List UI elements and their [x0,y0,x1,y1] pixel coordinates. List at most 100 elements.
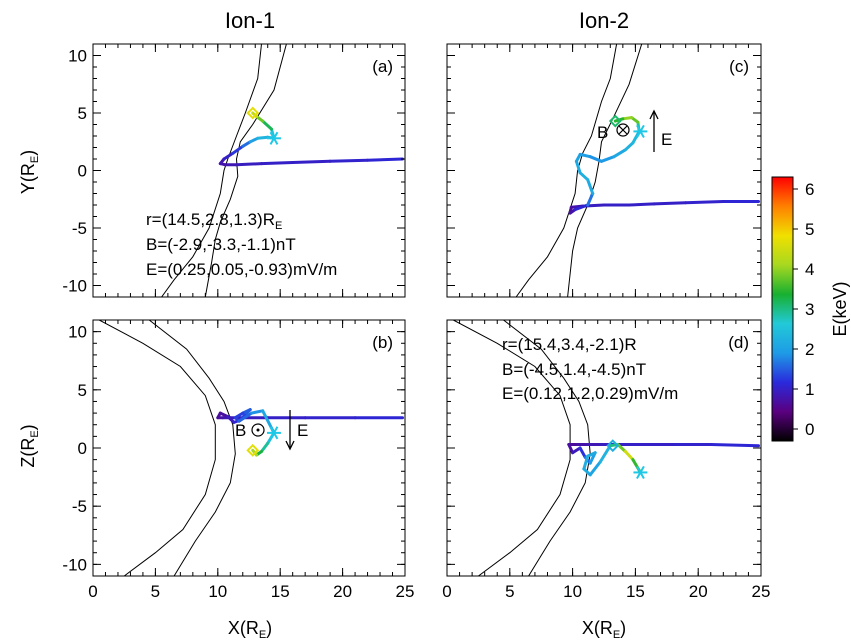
e-field-label-c: E [661,130,672,149]
end-marker-diamond [606,439,620,453]
plot-frame [446,43,762,298]
panel-tag: (d) [728,333,749,352]
boundary-curve-inner [148,320,236,576]
panel-tag: (c) [729,57,749,76]
x-tick-label: 5 [505,582,514,601]
y-tick-label: -10 [62,277,87,296]
panel-b: 0 5 10 15 20 25 10 5 0 -5 -10 (b) [62,319,414,601]
b-out-of-page-icon [251,423,265,437]
trajectory-segment [366,157,404,162]
colorbar-tick-label: 3 [805,300,814,319]
x-tick-label: 5 [151,582,160,601]
trajectory-segment [260,161,295,166]
colorbar-tick-label: 4 [805,260,814,279]
x-tick-label: 10 [563,582,582,601]
y-tick-label: 0 [78,439,87,458]
end-marker-diamond [246,106,260,120]
y-tick-label: 10 [68,47,87,66]
trajectory-segment [612,148,627,159]
trajectory-segment [260,441,270,453]
trajectory-segment [627,202,656,207]
annotation-b-ion1: B=(-2.9,-3.3,-1.1)nT [146,235,296,254]
boundary-curve-outer [453,320,571,576]
column-title-ion-1: Ion-1 [225,8,275,33]
trajectory-segment [598,444,612,464]
colorbar-tick-label: 0 [805,420,814,439]
boundary-curve-outer [98,320,216,576]
end-marker-diamond [246,443,260,457]
end-marker-diamond [608,114,622,128]
panel-c: (c) [446,43,762,298]
y-tick-label: 0 [78,162,87,181]
field-markers-c: B E [597,109,672,152]
trajectory-segment [578,171,590,182]
colorbar-tick-label: 2 [805,340,814,359]
y-tick-label: -10 [62,555,87,574]
trajectory-segment [231,144,245,155]
trajectory-segment [586,178,595,195]
trajectory-segment [582,454,590,471]
x-tick-label: 15 [271,582,290,601]
annotation-e-ion2: E=(0.12,1.2,0.29)mV/m [502,384,678,403]
panel-a: 10 5 0 -5 -10 (a) [62,43,406,298]
boundary-curve-outer [161,44,262,297]
trajectory-segment [261,119,273,131]
panel-tag: (a) [372,57,393,76]
annotation-e-ion1: E=(0.25,0.05,-0.93)mV/m [146,260,337,279]
trajectory-segment [574,159,582,175]
colorbar-gradient [771,176,794,442]
trajectory-segment [578,152,592,159]
annotation-r-ion1: r=(14.5,2.8,1.3)RE [146,210,282,232]
x-tick-label: 25 [752,582,771,601]
trajectory-segment [631,129,641,145]
colorbar-tick-label: 5 [805,220,814,239]
trajectory-segment [222,151,235,161]
plot-frame [446,319,762,577]
b-field-label-c: B [597,123,608,142]
trajectory-segment [600,155,616,163]
b-field-label-b: B [235,421,246,440]
colorbar-tick-label: 6 [805,180,814,199]
y-tick-label: 5 [78,381,87,400]
start-marker-asterisk [266,426,281,440]
trajectory-segment [250,409,265,415]
trajectory-segment [578,446,587,459]
x-tick-label: 0 [88,582,97,601]
y-tick-label: -5 [72,497,87,516]
trajectory-segment [586,192,595,207]
trajectory-segment [573,203,590,212]
trajectory-segment [237,411,253,423]
field-markers-b: B E [235,410,308,451]
trajectory-segment [652,201,688,206]
trajectory-segment [623,450,635,462]
colorbar-tick-label: 1 [805,380,814,399]
y-axis-label-bottom: Z(RE) [18,424,41,467]
x-tick-label: 0 [442,582,451,601]
x-tick-label: 20 [689,582,708,601]
panel-tag: (b) [372,333,393,352]
boundary-curve-inner [204,44,287,297]
x-tick-label: 20 [333,582,352,601]
trajectory-segment [588,460,602,477]
trajectory-segment [709,443,760,448]
y-tick-label: 5 [78,104,87,123]
boundary-curve-inner [503,320,591,576]
x-tick-label: 15 [626,582,645,601]
annotation-b-ion2: B=(-4.5,1.4,-4.5)nT [502,360,646,379]
b-into-page-icon [616,123,630,137]
start-marker-asterisk [266,131,281,145]
annotation-r-ion2: r=(15.4,3.4,-2.1)R [502,335,637,354]
trajectory-segment [588,155,603,163]
y-tick-label: -5 [72,219,87,238]
boundary-curve-outer [515,44,618,297]
boundary-curve-inner [567,44,643,297]
trajectory-segment [291,159,332,164]
trajectory-segment [256,135,270,140]
x-tick-label: 10 [208,582,227,601]
x-axis-label-left: X(RE) [228,618,272,641]
y-tick-label: 10 [68,323,87,342]
y-axis-label-top: Y(RE) [18,150,41,194]
column-title-ion-2: Ion-2 [579,8,629,33]
colorbar-label: E(keV) [830,281,850,336]
